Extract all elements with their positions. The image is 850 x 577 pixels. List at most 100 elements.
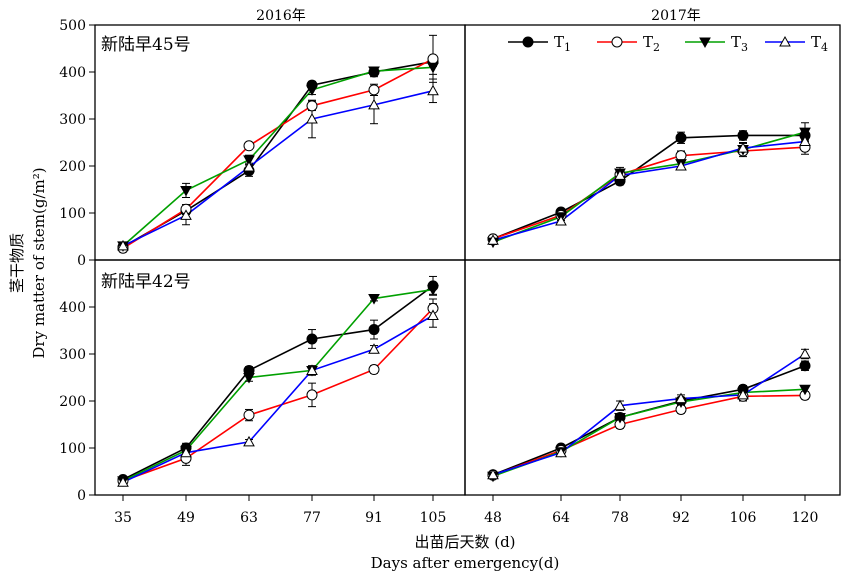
- x-tick-label-p2017b-48: 48: [484, 510, 502, 526]
- marker-p2016b-T4-5: [427, 309, 439, 320]
- marker-p2017b-T4-4: [737, 388, 749, 400]
- x-tick-label-p2017b-64: 64: [552, 510, 570, 526]
- marker-p2016a-T2-5: [427, 53, 439, 65]
- x-axis-label-chinese: 出苗后天数 (d): [414, 533, 515, 551]
- marker-p2016b-T4-2: [243, 435, 255, 447]
- marker-p2016a-T4-1: [180, 209, 192, 220]
- legend-marker-T4: [779, 35, 791, 47]
- legend-marker-T2: [611, 36, 623, 48]
- y-tick-label-p2016b-0: 0: [77, 488, 86, 504]
- series-line-p2016a-T2: [122, 58, 434, 249]
- series-line-p2017a-T4: [492, 140, 806, 242]
- marker-p2016a-T2-2: [243, 140, 255, 152]
- marker-p2016b-T2-3: [306, 389, 318, 401]
- series-line-p2016b-T4: [122, 314, 434, 484]
- x-tick-label-p2017b-78: 78: [611, 510, 629, 526]
- y-tick-label-p2016b-300: 300: [59, 347, 86, 363]
- y-axis-label-english: Dry matter of stem(g/m²): [30, 167, 48, 358]
- series-line-p2017a-T1: [492, 134, 805, 240]
- series-line-p2017a-T3: [492, 131, 806, 243]
- series-line-p2017b-T2: [492, 394, 806, 477]
- legend-label-T4: T4: [811, 33, 828, 54]
- year-label-2016: 2016年: [256, 8, 306, 24]
- marker-p2016a-T4-5: [427, 84, 439, 96]
- marker-p2017a-T4-2: [614, 169, 626, 180]
- marker-p2017b-T4-3: [675, 392, 687, 404]
- legend-label-subscript-T4: 4: [821, 41, 828, 54]
- y-tick-label-p2016b-400: 400: [59, 300, 86, 316]
- year-label-2017: 2017年: [651, 8, 701, 24]
- legend-label-subscript-T2: 2: [653, 41, 660, 54]
- y-tick-label-p2016a-300: 300: [59, 112, 86, 128]
- legend-marker-T3: [699, 37, 711, 49]
- marker-p2016b-T2-2: [243, 409, 255, 421]
- marker-p2017a-T4-0: [487, 234, 499, 245]
- y-tick-label-p2016b-100: 100: [59, 441, 86, 457]
- legend-label-T2: T2: [643, 33, 660, 54]
- marker-p2016a-T3-3: [306, 85, 318, 96]
- x-tick-label-p2017b-106: 106: [730, 510, 757, 526]
- series-line-p2017a-T2: [492, 146, 806, 240]
- panel-frame-p2016b: [94, 259, 466, 496]
- x-tick-label-p2017b-120: 120: [792, 510, 819, 526]
- series-line-p2017b-T4: [492, 353, 806, 476]
- series-line-p2016b-T3: [122, 288, 434, 482]
- x-tick-label-p2016b-91: 91: [365, 510, 383, 526]
- y-axis-label-chinese: 茎干物质: [8, 233, 26, 293]
- marker-p2016a-T4-2: [243, 160, 255, 172]
- legend-label-T3: T3: [731, 33, 748, 54]
- marker-p2016a-T3-4: [368, 66, 380, 78]
- series-line-p2016a-T3: [122, 66, 434, 247]
- marker-p2016b-T3-5: [427, 285, 439, 296]
- y-tick-label-p2016a-400: 400: [59, 65, 86, 81]
- marker-p2016b-T1-4: [368, 324, 380, 336]
- marker-p2016a-T4-4: [368, 98, 380, 110]
- marker-p2016b-T4-3: [306, 364, 318, 375]
- series-line-p2016b-T2: [122, 307, 434, 482]
- y-tick-label-p2016a-200: 200: [59, 159, 86, 175]
- marker-p2016b-T4-1: [180, 446, 192, 458]
- series-line-p2016a-T4: [122, 90, 434, 247]
- panel-label-p2016a: 新陆早45号: [101, 35, 191, 55]
- series-line-p2016b-T1: [122, 285, 434, 481]
- marker-p2017b-T3-2: [614, 412, 626, 424]
- marker-p2016b-T1-3: [306, 333, 318, 345]
- marker-p2016a-T4-0: [117, 239, 129, 251]
- marker-p2017b-T1-5: [799, 360, 811, 372]
- legend-label-T1: T1: [554, 33, 571, 54]
- x-tick-label-p2017b-92: 92: [672, 510, 690, 526]
- marker-p2016a-T4-3: [306, 112, 318, 124]
- y-tick-label-p2016a-100: 100: [59, 206, 86, 222]
- marker-p2017b-T4-5: [799, 347, 811, 359]
- x-axis-label-english: Days after emergency(d): [371, 554, 560, 572]
- x-tick-label-p2016b-77: 77: [303, 510, 321, 526]
- marker-p2016a-T2-4: [368, 84, 380, 96]
- marker-p2016b-T4-0: [117, 476, 129, 487]
- y-tick-label-p2016a-0: 0: [77, 253, 86, 269]
- marker-p2017b-T4-0: [487, 468, 499, 480]
- marker-p2017b-T4-1: [555, 446, 567, 458]
- marker-p2017a-T3-5: [799, 127, 811, 139]
- marker-p2017a-T4-5: [799, 135, 811, 147]
- legend-marker-T1: [522, 36, 534, 48]
- panel-frame-p2017a: [464, 24, 841, 261]
- marker-p2016a-T3-5: [427, 62, 439, 74]
- y-tick-label-p2016a-500: 500: [59, 18, 86, 34]
- y-tick-label-p2016b-200: 200: [59, 394, 86, 410]
- panel-frame-p2017b: [464, 259, 841, 496]
- marker-p2017b-T4-2: [614, 399, 626, 411]
- marker-p2016a-T3-1: [180, 185, 192, 197]
- plot-area: 0 100 200 300 400 500 新陆早45号 0 100 200 300 400 35 49 6…: [59, 18, 841, 526]
- x-tick-label-p2016b-49: 49: [177, 510, 195, 526]
- marker-p2017a-T4-3: [675, 159, 687, 171]
- marker-p2016a-T2-3: [306, 100, 318, 112]
- legend-label-subscript-T1: 1: [564, 41, 571, 54]
- x-tick-label-p2016b-63: 63: [240, 510, 258, 526]
- panel-label-p2016b: 新陆早42号: [101, 272, 191, 292]
- marker-p2017a-T4-4: [737, 142, 749, 153]
- marker-p2016a-T3-2: [243, 155, 255, 166]
- x-tick-label-p2016b-105: 105: [420, 510, 447, 526]
- marker-p2017a-T1-3: [675, 132, 687, 144]
- marker-p2016b-T4-4: [368, 343, 380, 354]
